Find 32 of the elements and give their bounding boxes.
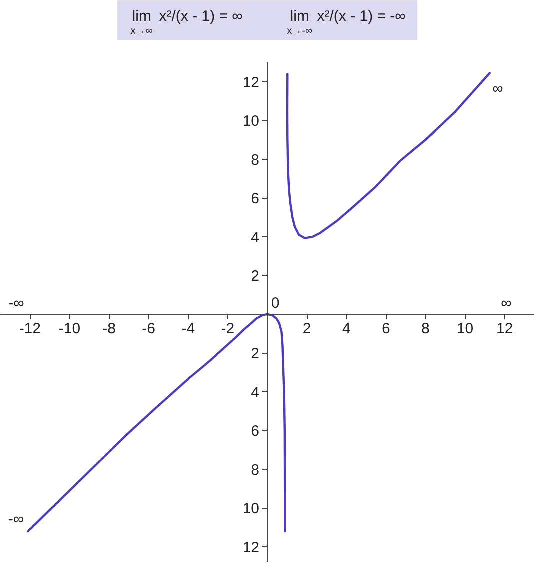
y-tick-label: 6 — [251, 423, 260, 440]
x-tick-label: -8 — [102, 320, 116, 338]
x-tick-label: 4 — [342, 320, 351, 338]
annotation: -∞ — [8, 510, 24, 528]
y-tick-label: 4 — [251, 229, 260, 246]
y-tick-label: 2 — [251, 268, 260, 286]
x-tick-label: -4 — [182, 320, 196, 338]
x-tick-label: 8 — [422, 320, 430, 338]
annotation: -∞ — [8, 294, 25, 312]
x-tick-label: -6 — [142, 320, 156, 338]
x-tick-label: 10 — [456, 320, 474, 338]
y-tick-label: 10 — [242, 500, 260, 518]
annotation: ∞ — [501, 294, 512, 312]
y-tick-label: 8 — [251, 462, 260, 479]
chart-title: limx→∞ x²/(x - 1) = ∞ — [130, 8, 244, 37]
y-tick-label: 8 — [251, 152, 260, 169]
chart-subtitle: limx→-∞ x²/(x - 1) = -∞ — [287, 8, 406, 37]
x-tick-label: 6 — [382, 320, 390, 338]
y-tick-label: 2 — [251, 346, 260, 363]
y-tick-label: 10 — [242, 113, 260, 130]
line-series — [286, 72, 492, 240]
x-tick-label: -12 — [19, 320, 42, 338]
x-tick-label: -2 — [221, 320, 235, 338]
x-tick-label: 2 — [302, 320, 312, 338]
y-tick-label: 12 — [242, 74, 260, 92]
y-tick-label: 12 — [242, 539, 260, 556]
annotation: ∞ — [492, 80, 504, 98]
y-tick-label: 4 — [251, 384, 260, 402]
annotation: 0 — [271, 294, 280, 312]
x-tick-label: -10 — [58, 320, 81, 338]
x-tick-label: 12 — [496, 320, 514, 338]
y-tick-label: 6 — [251, 190, 260, 208]
